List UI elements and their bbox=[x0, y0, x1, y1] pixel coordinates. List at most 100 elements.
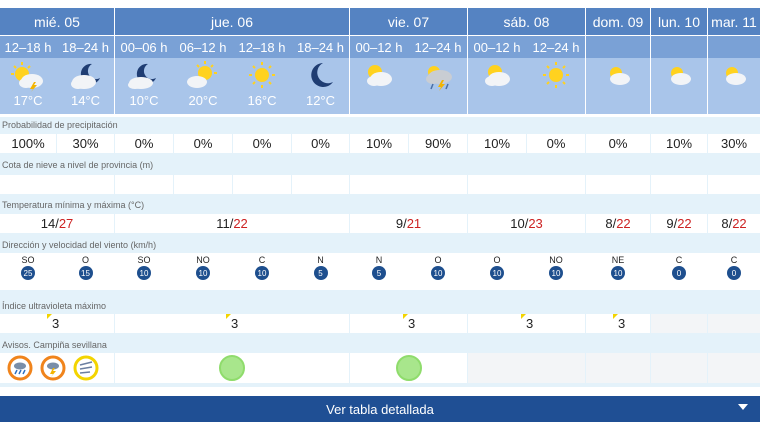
wind-cell: NO 10 bbox=[527, 255, 585, 280]
wind-speed-badge: 10 bbox=[255, 266, 269, 280]
sun-cloud-icon bbox=[187, 61, 217, 88]
period-header: 00–12 h bbox=[355, 39, 403, 55]
snow-value bbox=[350, 175, 467, 194]
weather-cell: 17°C bbox=[0, 58, 56, 114]
sun-cloud-icon bbox=[610, 67, 630, 85]
precip-value: 0% bbox=[115, 134, 173, 153]
no-warning-icon[interactable] bbox=[394, 353, 424, 383]
snow-value bbox=[233, 175, 291, 194]
weather-cell bbox=[586, 58, 650, 114]
day-header: sáb. 08 bbox=[468, 8, 585, 35]
warn-cell bbox=[350, 353, 467, 383]
weather-cell bbox=[468, 58, 526, 114]
snow-value bbox=[651, 175, 707, 194]
detailed-table-button[interactable]: Ver tabla detallada bbox=[0, 396, 760, 422]
period-header: 18–24 h bbox=[297, 39, 344, 55]
wind-direction: N bbox=[317, 255, 324, 265]
uv-cell bbox=[651, 314, 707, 333]
no-warning-icon[interactable] bbox=[217, 353, 247, 383]
temp-label: Temperatura mínima y máxima (°C) bbox=[2, 200, 145, 210]
sun-cloud-icon bbox=[671, 67, 691, 85]
period-temp: 17°C bbox=[13, 93, 43, 108]
precip-value: 0% bbox=[527, 134, 585, 153]
period-temp: 20°C bbox=[188, 93, 218, 108]
wind-direction: SO bbox=[137, 255, 151, 265]
uv-value: 3 bbox=[47, 314, 59, 331]
moon-cloud-icon bbox=[70, 63, 100, 89]
wind-direction: NO bbox=[549, 255, 563, 265]
minmax-value: 14 / 27 bbox=[0, 214, 114, 233]
wind-speed-badge: 10 bbox=[137, 266, 151, 280]
minmax-value: 9 / 22 bbox=[651, 214, 707, 233]
warn-cell bbox=[468, 353, 585, 383]
wind-direction: C bbox=[730, 255, 738, 265]
wind-direction: O bbox=[81, 255, 89, 265]
day-header: mar. 11 bbox=[708, 8, 760, 35]
wind-speed-badge: 5 bbox=[372, 266, 386, 280]
wind-direction: N bbox=[375, 255, 383, 265]
precip-value: 90% bbox=[409, 134, 467, 153]
sun-cloud-icon bbox=[485, 65, 510, 86]
warn-cell bbox=[586, 353, 650, 383]
uv-value: 3 bbox=[403, 314, 415, 331]
storm-warning-icon[interactable] bbox=[40, 355, 66, 381]
period-temp: 10°C bbox=[129, 93, 159, 108]
snow-value bbox=[174, 175, 232, 194]
weather-cell: 16°C bbox=[233, 58, 291, 114]
precip-value: 30% bbox=[57, 134, 114, 153]
period-header: 00–06 h bbox=[120, 39, 168, 55]
warn-cell bbox=[708, 353, 760, 383]
wind-direction: NO bbox=[196, 255, 210, 265]
uv-value: 3 bbox=[521, 314, 533, 331]
sun-cloud-icon bbox=[726, 67, 746, 85]
wind-cell: SO 10 bbox=[115, 255, 173, 280]
snow-value bbox=[468, 175, 585, 194]
uv-cell: 3 bbox=[468, 314, 585, 333]
period-header: 12–18 h bbox=[4, 39, 52, 55]
day-header: jue. 06 bbox=[115, 8, 349, 35]
wind-cell: NO 10 bbox=[174, 255, 232, 280]
period-header-band bbox=[0, 36, 760, 58]
warn-cell bbox=[0, 353, 114, 383]
minmax-value: 10 / 23 bbox=[468, 214, 585, 233]
weather-cell bbox=[350, 58, 408, 114]
uv-value: 3 bbox=[613, 314, 625, 331]
sun-icon bbox=[249, 62, 275, 88]
minmax-value: 8 / 22 bbox=[586, 214, 650, 233]
day-header: mié. 05 bbox=[0, 8, 114, 35]
detailed-table-label: Ver tabla detallada bbox=[326, 401, 434, 417]
precip-value: 10% bbox=[651, 134, 707, 153]
wind-label: Dirección y velocidad del viento (km/h) bbox=[2, 240, 157, 250]
period-temp: 16°C bbox=[247, 93, 277, 108]
precip-value: 0% bbox=[233, 134, 291, 153]
chevron-down-icon[interactable] bbox=[738, 404, 748, 410]
snow-label: Cota de nieve a nivel de provincia (m) bbox=[2, 160, 154, 170]
moon-icon bbox=[310, 63, 333, 87]
uv-cell: 3 bbox=[0, 314, 114, 333]
moon-cloud-icon bbox=[128, 63, 156, 89]
wind-direction: C bbox=[258, 255, 266, 265]
wind-warning-icon[interactable] bbox=[73, 355, 99, 381]
minmax-value: 8 / 22 bbox=[708, 214, 760, 233]
wind-direction: SO bbox=[21, 255, 35, 265]
wind-direction: NE bbox=[611, 255, 625, 265]
warn-cell bbox=[651, 353, 707, 383]
minmax-value: 9 / 21 bbox=[350, 214, 467, 233]
uv-cell: 3 bbox=[586, 314, 650, 333]
period-temp: 12°C bbox=[305, 93, 336, 108]
weather-cell bbox=[527, 58, 585, 114]
wind-speed-badge: 10 bbox=[611, 266, 625, 280]
snow-value bbox=[292, 175, 349, 194]
weather-cell: 12°C bbox=[292, 58, 349, 114]
weather-cell bbox=[708, 58, 760, 114]
wind-speed-badge: 10 bbox=[490, 266, 504, 280]
uv-flag-icon bbox=[226, 314, 231, 319]
wind-cell: SO 25 bbox=[0, 255, 56, 280]
weather-cell: 14°C bbox=[57, 58, 114, 114]
uv-cell bbox=[708, 314, 760, 333]
rain-warning-icon[interactable] bbox=[7, 355, 33, 381]
sun-icon bbox=[543, 62, 569, 88]
minmax-value: 11 / 22 bbox=[115, 214, 349, 233]
period-header: 18–24 h bbox=[62, 39, 109, 55]
